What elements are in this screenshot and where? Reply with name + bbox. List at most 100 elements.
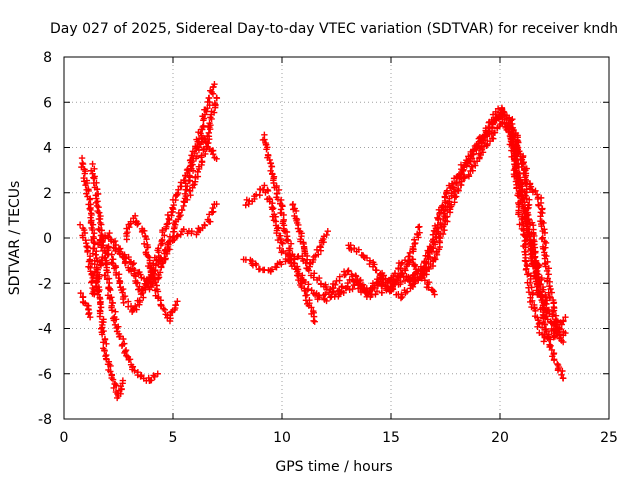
data-point	[523, 189, 531, 196]
data-point	[106, 295, 114, 302]
data-point	[301, 287, 308, 295]
data-point	[261, 182, 268, 189]
data-point	[90, 174, 97, 181]
data-point	[98, 221, 105, 228]
x-tick-label: 0	[60, 430, 69, 446]
data-point	[192, 173, 199, 181]
data-point	[177, 231, 184, 238]
data-point	[194, 168, 201, 176]
data-point	[262, 189, 269, 196]
data-point	[550, 307, 558, 314]
data-point	[303, 291, 311, 299]
data-point	[425, 284, 432, 291]
data-point	[540, 245, 547, 252]
data-point	[97, 304, 105, 311]
data-point	[507, 117, 515, 124]
data-point	[277, 235, 284, 243]
data-point	[80, 226, 88, 234]
data-point	[517, 176, 524, 184]
data-point	[455, 171, 463, 179]
data-point	[89, 160, 96, 168]
data-point	[533, 279, 541, 287]
data-point	[163, 221, 171, 228]
data-point	[322, 283, 330, 291]
data-point	[143, 235, 150, 243]
data-point	[323, 297, 330, 305]
data-point	[96, 209, 103, 216]
data-point	[310, 317, 317, 325]
y-tick-label: 0	[43, 231, 52, 247]
data-point	[108, 251, 115, 258]
data-point	[142, 281, 150, 289]
data-point	[518, 160, 525, 168]
data-point	[96, 236, 104, 243]
series-arc-11	[259, 131, 318, 325]
data-point	[178, 206, 186, 214]
data-point	[276, 232, 283, 240]
data-point	[302, 278, 309, 286]
data-point	[522, 266, 530, 273]
data-point	[110, 317, 118, 324]
data-point	[211, 100, 218, 107]
data-point	[112, 308, 119, 315]
data-point	[513, 175, 521, 182]
data-point	[87, 167, 95, 174]
data-point	[519, 201, 526, 208]
data-point	[373, 287, 381, 295]
data-point	[524, 211, 531, 218]
data-point	[201, 222, 209, 229]
data-point	[86, 205, 93, 212]
data-point	[103, 276, 111, 283]
data-point	[171, 221, 179, 228]
data-point	[452, 193, 460, 200]
data-point	[560, 317, 567, 324]
data-point	[507, 138, 515, 145]
data-point	[543, 267, 551, 275]
data-point	[489, 121, 497, 128]
data-point	[119, 289, 126, 296]
x-tick-label: 25	[600, 430, 618, 446]
data-point	[188, 165, 195, 172]
data-point	[345, 267, 352, 274]
data-point	[500, 108, 508, 116]
data-point	[516, 189, 524, 196]
data-point	[559, 367, 566, 375]
series-arc-14	[345, 223, 423, 288]
data-point	[191, 181, 198, 188]
data-point	[372, 291, 379, 298]
data-point	[141, 232, 149, 240]
data-point	[86, 313, 94, 321]
data-point	[369, 263, 377, 270]
data-point	[532, 265, 540, 273]
data-point	[336, 273, 344, 280]
data-point	[540, 338, 548, 345]
data-point	[401, 257, 409, 264]
data-point	[545, 271, 552, 278]
data-point	[188, 230, 195, 237]
data-point	[459, 167, 466, 175]
data-point	[359, 281, 367, 288]
data-point	[546, 294, 553, 302]
data-point	[298, 233, 305, 240]
data-point	[180, 198, 187, 205]
data-point	[425, 278, 433, 286]
data-point	[308, 304, 315, 311]
data-point	[269, 206, 276, 213]
data-point	[469, 147, 477, 155]
data-point	[439, 230, 447, 238]
data-point	[116, 333, 123, 340]
data-point	[548, 346, 556, 354]
data-point	[332, 281, 339, 288]
data-point	[280, 227, 288, 234]
data-point	[183, 186, 190, 193]
data-point	[148, 377, 155, 384]
data-point	[397, 294, 405, 302]
series-arc-12	[289, 200, 331, 268]
data-point	[344, 279, 352, 287]
data-point	[136, 297, 143, 304]
data-point	[101, 232, 109, 239]
data-point	[198, 152, 205, 159]
data-point	[549, 308, 557, 316]
data-point	[526, 185, 534, 192]
data-point	[515, 211, 522, 218]
